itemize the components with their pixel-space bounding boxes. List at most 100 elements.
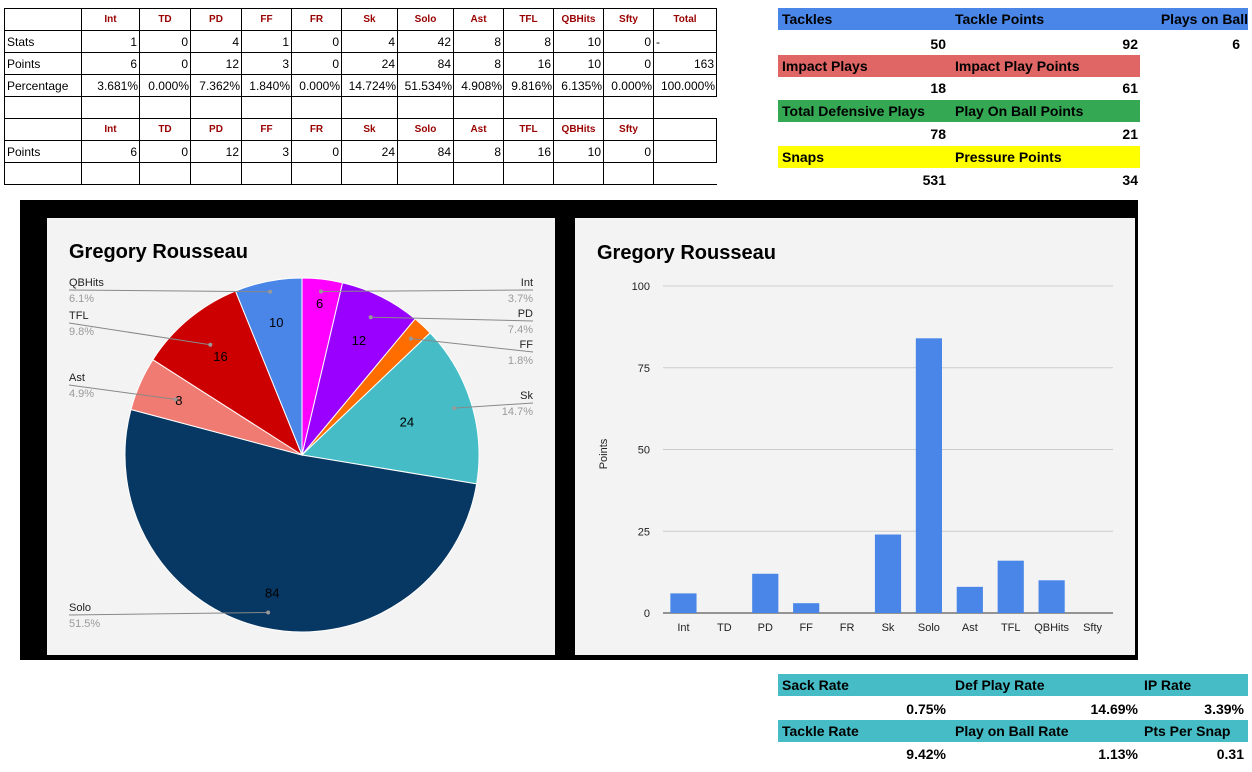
table-cell	[190, 162, 242, 185]
header-cell: FF	[241, 8, 292, 31]
header-cell: TD	[139, 8, 191, 31]
header-cell: Int	[81, 118, 140, 141]
pie-value-label: 12	[352, 333, 366, 348]
pie-label-name: PD	[518, 308, 533, 320]
bar-sk	[874, 534, 902, 613]
table-cell: 0	[139, 140, 191, 163]
header-cell: Solo	[397, 118, 454, 141]
table-cell: 10	[553, 52, 604, 75]
table-cell: 4	[341, 30, 398, 53]
table-cell: 84	[397, 140, 454, 163]
table-cell: 6	[81, 140, 140, 163]
bar-axis-labels: 0 25 50 75 100 Int TD PD FF FR Sk Solo Ast TFL QBHits S…	[632, 281, 1103, 634]
table-cell	[291, 162, 342, 185]
pie-leader-line	[68, 384, 176, 400]
table-cell	[291, 96, 342, 119]
table-cell: 0	[291, 52, 342, 75]
plays-on-ball-label: Plays on Ball	[1160, 11, 1248, 27]
table-cell	[603, 162, 654, 185]
table-cell	[241, 96, 292, 119]
pie-label-percent: 1.8%	[508, 355, 533, 367]
x-tick-label: FF	[799, 622, 813, 634]
y-axis-title: Points	[598, 438, 610, 469]
header-cell: PD	[190, 118, 242, 141]
table-cell: 6	[81, 52, 140, 75]
tackles-band	[778, 8, 1248, 30]
header-cell: QBHits	[553, 8, 604, 31]
table-cell: 12	[190, 140, 242, 163]
pie-value-label: 6	[316, 296, 323, 311]
table-cell: 0.000%	[603, 74, 654, 97]
table-cell: 0.000%	[291, 74, 342, 97]
header-row: Int TD PD FF FR Sk Solo Ast TFL QBHits Sfty Total	[4, 8, 717, 31]
pie-leader-dot	[268, 289, 273, 294]
pie-label-name: Ast	[69, 372, 85, 384]
impact-play-points-label: Impact Play Points	[955, 58, 1080, 74]
table-cell	[139, 96, 191, 119]
table-cell	[241, 162, 292, 185]
total-defensive-plays-label: Total Defensive Plays	[782, 103, 925, 119]
table-cell: 7.362%	[190, 74, 242, 97]
table-cell	[553, 162, 604, 185]
table-cell: 12	[190, 52, 242, 75]
pie-label-name: QBHits	[69, 277, 104, 289]
impact-plays-label: Impact Plays	[782, 58, 868, 74]
pie-leader-line	[68, 289, 271, 293]
header-cell	[4, 118, 82, 141]
pie-label-percent: 7.4%	[508, 324, 533, 336]
play-on-ball-rate-label: Play on Ball Rate	[955, 723, 1069, 739]
table-cell: 10	[553, 140, 604, 163]
row-label: Percentage	[4, 74, 82, 97]
bar-qbhits	[1038, 580, 1065, 613]
header-cell: TD	[139, 118, 191, 141]
pie-label-percent: 51.5%	[69, 618, 100, 630]
table-cell: 0	[291, 30, 342, 53]
pie-leader-line	[410, 338, 534, 353]
x-tick-label: Ast	[962, 622, 978, 634]
table-cell	[603, 96, 654, 119]
table-cell	[653, 140, 717, 163]
header-cell: Ast	[453, 8, 504, 31]
pie-leader-dot	[173, 397, 178, 402]
def-play-rate-value: 14.69%	[1090, 701, 1138, 717]
header-cell	[4, 8, 82, 31]
pie-leader-line	[370, 316, 534, 322]
pressure-points-value: 34	[1122, 172, 1138, 188]
y-tick-label: 25	[638, 526, 650, 538]
pie-leader-dot	[266, 610, 271, 615]
pie-label-name: Sk	[520, 390, 533, 402]
bar-ff	[793, 603, 820, 613]
table-cell: 10	[553, 30, 604, 53]
table-cell: 24	[341, 52, 398, 75]
x-tick-label: Int	[677, 622, 689, 634]
table-cell: 0	[291, 140, 342, 163]
summary-top: Tackles Tackle Points Plays on Ball 50 9…	[778, 8, 1248, 192]
header-cell: PD	[190, 8, 242, 31]
table-cell	[453, 96, 504, 119]
impact-plays-value: 18	[930, 80, 946, 96]
pts-per-snap-value: 0.31	[1216, 746, 1244, 762]
pts-per-snap-label: Pts Per Snap	[1144, 723, 1231, 739]
pie-label-percent: 9.8%	[69, 326, 94, 338]
ip-rate-label: IP Rate	[1144, 677, 1192, 693]
table-cell: 0	[603, 140, 654, 163]
pie-chart-title: Gregory Rousseau	[69, 241, 248, 263]
table-cell	[653, 96, 717, 119]
pie-slices: 6 12 24 84 8 16 10	[124, 277, 480, 633]
snaps-band	[778, 146, 1140, 168]
table-cell: 51.534%	[397, 74, 454, 97]
table-cell: 1	[81, 30, 140, 53]
pie-leader-line	[68, 611, 269, 616]
pie-leader-dot	[408, 336, 413, 341]
row-label: Points	[4, 52, 82, 75]
rates-band-2	[778, 720, 1248, 742]
bar-tfl	[997, 560, 1024, 613]
table-row-points: Points 6 0 12 3 0 24 84 8 16 10 0 163	[4, 52, 717, 75]
table-cell	[453, 162, 504, 185]
bar-solo	[915, 338, 942, 613]
summary-bottom: Sack Rate Def Play Rate IP Rate 0.75% 14…	[778, 674, 1248, 768]
table-cell: 8	[453, 140, 504, 163]
header-cell: FF	[241, 118, 292, 141]
table-cell	[4, 162, 82, 185]
table-cell	[397, 96, 454, 119]
